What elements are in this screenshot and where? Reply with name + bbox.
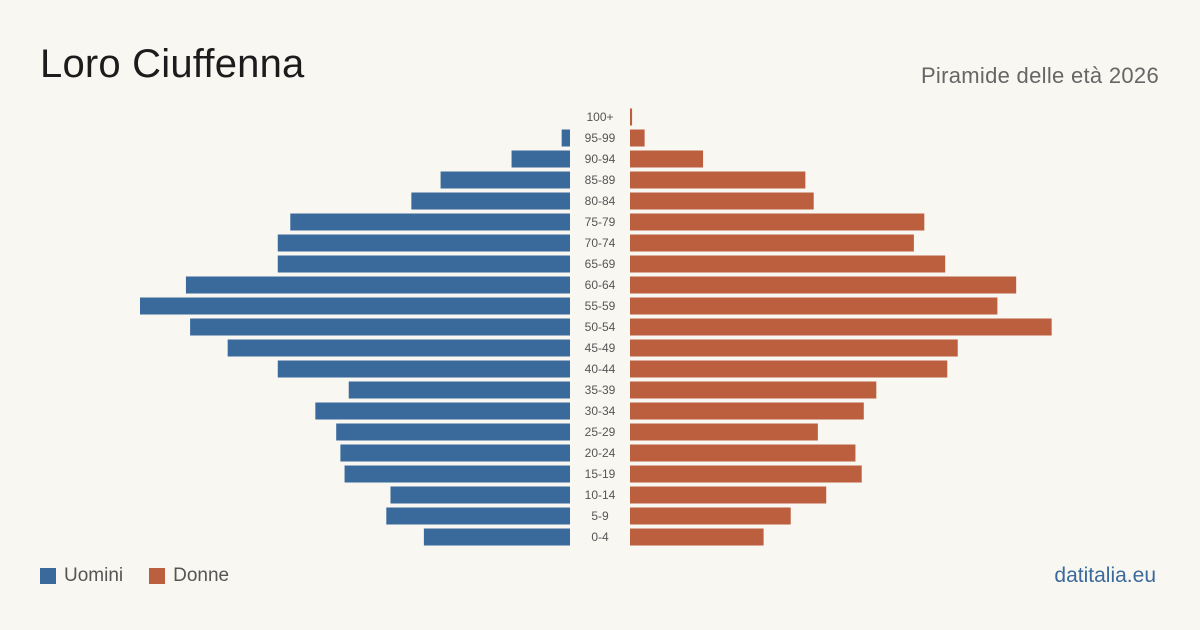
bar-women-65-69 xyxy=(630,255,946,273)
bar-women-90-94 xyxy=(630,150,704,168)
age-group-label: 50-54 xyxy=(585,320,616,334)
legend-label-men: Uomini xyxy=(64,565,124,586)
age-group-label: 95-99 xyxy=(585,131,616,145)
bar-men-80-84 xyxy=(411,192,570,210)
bar-men-25-29 xyxy=(336,423,570,441)
legend-item-men: Uomini xyxy=(40,565,123,587)
bar-women-30-34 xyxy=(630,402,864,420)
bar-women-10-14 xyxy=(630,486,827,504)
bar-women-35-39 xyxy=(630,381,877,399)
bar-men-10-14 xyxy=(390,486,570,504)
bar-women-75-79 xyxy=(630,213,925,231)
brand-link[interactable]: datitalia.eu xyxy=(1054,564,1156,587)
bar-men-95-99 xyxy=(561,129,570,147)
age-group-label: 65-69 xyxy=(585,257,616,271)
bar-women-25-29 xyxy=(630,423,818,441)
age-group-label: 10-14 xyxy=(585,488,616,502)
bar-men-20-24 xyxy=(340,444,570,462)
bar-women-45-49 xyxy=(630,339,958,357)
legend-label-women: Donne xyxy=(173,565,230,586)
age-group-label: 0-4 xyxy=(591,530,609,544)
bar-men-5-9 xyxy=(386,507,570,525)
bar-women-95-99 xyxy=(630,129,645,147)
age-group-label: 40-44 xyxy=(585,362,616,376)
bar-men-40-44 xyxy=(277,360,570,378)
bar-men-50-54 xyxy=(190,318,570,336)
bar-men-35-39 xyxy=(348,381,570,399)
age-group-label: 25-29 xyxy=(585,425,616,439)
age-group-label: 20-24 xyxy=(585,446,616,460)
bar-men-70-74 xyxy=(277,234,570,252)
legend-item-women: Donne xyxy=(149,565,229,587)
bar-women-40-44 xyxy=(630,360,948,378)
age-group-label: 85-89 xyxy=(585,173,616,187)
bar-men-30-34 xyxy=(315,402,570,420)
age-group-label: 55-59 xyxy=(585,299,616,313)
age-group-label: 5-9 xyxy=(591,509,609,523)
bar-men-0-4 xyxy=(423,528,570,546)
age-group-label: 30-34 xyxy=(585,404,616,418)
age-group-label: 70-74 xyxy=(585,236,616,250)
bar-men-55-59 xyxy=(140,297,570,315)
bar-women-100+ xyxy=(630,108,633,126)
bar-women-55-59 xyxy=(630,297,998,315)
age-group-label: 35-39 xyxy=(585,383,616,397)
bar-women-70-74 xyxy=(630,234,914,252)
bar-men-85-89 xyxy=(440,171,570,189)
legend-swatch-men xyxy=(40,568,56,584)
age-group-label: 80-84 xyxy=(585,194,616,208)
page-title: Loro Ciuffenna xyxy=(40,42,305,86)
age-group-label: 75-79 xyxy=(585,215,616,229)
bar-women-80-84 xyxy=(630,192,814,210)
bar-women-15-19 xyxy=(630,465,862,483)
bar-women-0-4 xyxy=(630,528,764,546)
bar-women-5-9 xyxy=(630,507,791,525)
age-group-label: 15-19 xyxy=(585,467,616,481)
bar-women-20-24 xyxy=(630,444,856,462)
legend: Uomini Donne xyxy=(40,565,255,587)
bar-men-75-79 xyxy=(290,213,570,231)
age-group-label: 45-49 xyxy=(585,341,616,355)
age-group-label: 90-94 xyxy=(585,152,616,166)
age-group-label: 60-64 xyxy=(585,278,616,292)
bar-women-50-54 xyxy=(630,318,1052,336)
bar-women-60-64 xyxy=(630,276,1017,294)
page-subtitle: Piramide delle età 2026 xyxy=(920,63,1159,88)
bar-men-45-49 xyxy=(227,339,570,357)
bar-women-85-89 xyxy=(630,171,806,189)
bar-men-90-94 xyxy=(511,150,570,168)
bar-men-60-64 xyxy=(185,276,570,294)
legend-swatch-women xyxy=(149,568,166,584)
age-group-label: 100+ xyxy=(586,110,613,124)
bar-men-15-19 xyxy=(344,465,570,483)
bar-men-65-69 xyxy=(277,255,570,273)
